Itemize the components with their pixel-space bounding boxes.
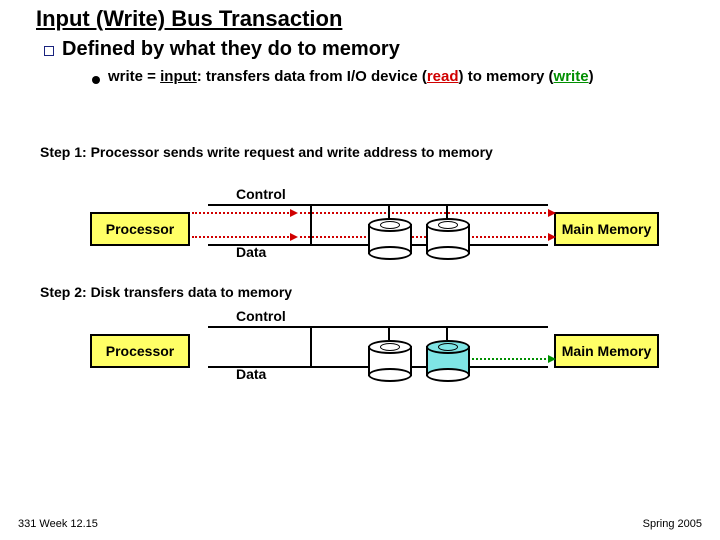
bullet-square [44,46,54,56]
step2-label: Step 2: Disk transfers data to memory [40,284,292,300]
d2-control-label: Control [236,308,286,324]
desc-input: input [160,68,197,85]
desc-mid: : transfers data from I/O device ( [197,68,427,85]
footer-left: 331 Week 12.15 [18,518,98,530]
d1-proc-data-arrow [192,236,292,238]
d1-data-label: Data [236,244,266,260]
step1-label: Step 1: Processor sends write request an… [40,144,493,160]
d2-disk1 [368,340,412,384]
d1-data-mem-arrow [300,236,550,238]
d2-control-bus [208,326,548,328]
d2-data-label: Data [236,366,266,382]
desc-tail: ) [589,68,594,85]
d1-tap2 [388,204,390,218]
d1-disk1 [368,218,412,262]
d1-tap3 [446,204,448,218]
d1-control-label: Control [236,186,286,202]
d2-tap2 [388,326,390,340]
d2-processor-box: Processor [90,334,190,368]
d2-memory-box: Main Memory [554,334,659,368]
d1-ctrl-mem-arrow [300,212,550,214]
d1-control-bus [208,204,548,206]
heading: Defined by what they do to memory [62,38,400,61]
desc-pre: write = [108,68,160,85]
desc-write: write [554,68,589,85]
d1-tap1 [310,204,312,244]
d1-disk2 [426,218,470,262]
d1-processor-box: Processor [90,212,190,246]
desc-mid2: ) to memory ( [459,68,554,85]
write-description: write = input: transfers data from I/O d… [108,68,628,85]
footer-right: Spring 2005 [643,518,702,530]
d1-proc-control-arrow [192,212,292,214]
d2-disk2 [426,340,470,384]
d2-tap3 [446,326,448,340]
d1-memory-box: Main Memory [554,212,659,246]
page-title: Input (Write) Bus Transaction [36,6,342,32]
d2-tap1 [310,326,312,366]
desc-read: read [427,68,459,85]
bullet-dot [92,76,100,84]
